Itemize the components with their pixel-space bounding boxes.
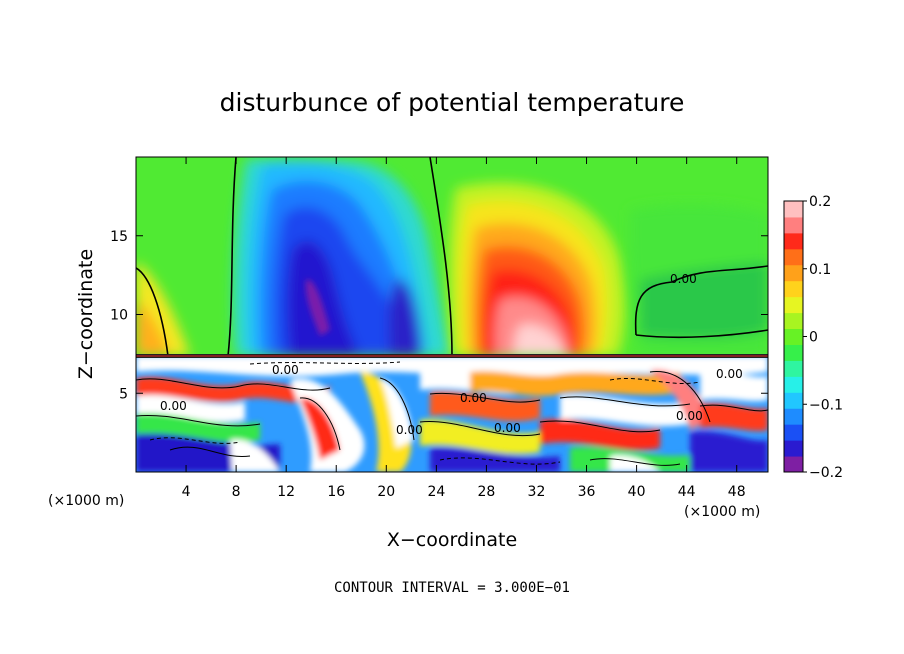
colorbar-tick-label: −0.1: [809, 397, 843, 413]
x-tick-label: 48: [728, 484, 746, 500]
contour-label: 0.00: [460, 391, 487, 405]
colorbar-swatch: [784, 216, 803, 234]
cold-anomaly: [233, 158, 452, 356]
contour-label: 0.00: [716, 367, 743, 381]
colorbar-tick-label: 0.2: [809, 194, 831, 210]
x-tick-label: 36: [578, 484, 596, 500]
colorbar-swatch: [784, 312, 803, 330]
colorbar-swatch: [784, 264, 803, 282]
y-axis-label: Z−coordinate: [75, 249, 97, 379]
plot-area: [136, 157, 768, 472]
x-tick-label: 20: [377, 484, 395, 500]
colorbar-swatch: [784, 440, 803, 457]
x-tick-label: 24: [427, 484, 445, 500]
warm-anomaly: [448, 182, 626, 356]
chart-title: disturbunce of potential temperature: [220, 88, 685, 117]
colorbar-swatch: [784, 376, 803, 393]
colorbar-swatch: [784, 360, 803, 377]
colorbar-swatch: [784, 408, 803, 425]
x-tick-label: 40: [628, 484, 646, 500]
x-unit-left: (×1000 m): [48, 493, 124, 509]
colorbar: [784, 201, 803, 473]
colorbar-swatch: [784, 280, 803, 298]
y-tick-label: 5: [119, 386, 128, 402]
x-tick-label: 8: [232, 484, 241, 500]
x-axis-label: X−coordinate: [387, 529, 517, 551]
cold-core: [305, 279, 330, 336]
colorbar-ticks: 0.2 0.1 0 −0.1 −0.2: [803, 194, 843, 481]
colorbar-swatch: [784, 392, 803, 409]
colorbar-swatch: [784, 424, 803, 441]
colorbar-swatch: [784, 232, 803, 250]
colorbar-tick-label: −0.2: [809, 465, 843, 481]
y-tick-label: 10: [110, 308, 128, 324]
colorbar-swatch: [784, 456, 803, 473]
contour-interval-note: CONTOUR INTERVAL = 3.000E−01: [334, 580, 570, 596]
upper-contours: [136, 157, 768, 357]
x-unit-right: (×1000 m): [684, 504, 760, 520]
colorbar-tick-label: 0.1: [809, 262, 831, 278]
contour-label: 0.00: [396, 423, 423, 437]
colorbar-swatch: [784, 344, 803, 361]
colorbar-swatch: [784, 248, 803, 266]
turbulent-layer: [136, 356, 768, 472]
colorbar-swatch: [784, 201, 803, 218]
x-tick-label: 28: [478, 484, 496, 500]
x-tick-label: 32: [528, 484, 546, 500]
colorbar-swatch: [784, 328, 803, 345]
contour-label: 0.00: [670, 272, 697, 286]
y-tick-label: 15: [110, 229, 128, 245]
colorbar-tick-label: 0: [809, 330, 818, 346]
colorbar-swatch: [784, 296, 803, 314]
x-tick-label: 12: [277, 484, 295, 500]
x-tick-label: 44: [678, 484, 696, 500]
x-tick-label: 4: [182, 484, 191, 500]
contour-label: 0.00: [272, 363, 299, 377]
x-axis: 4 8 12 16 20 24 28 32 36 40 44 48: [182, 157, 746, 500]
y-axis: 5 10 15: [110, 229, 768, 402]
contour-label: 0.00: [676, 409, 703, 423]
contour-label: 0.00: [160, 399, 187, 413]
x-tick-label: 16: [327, 484, 345, 500]
contour-label: 0.00: [494, 421, 521, 435]
